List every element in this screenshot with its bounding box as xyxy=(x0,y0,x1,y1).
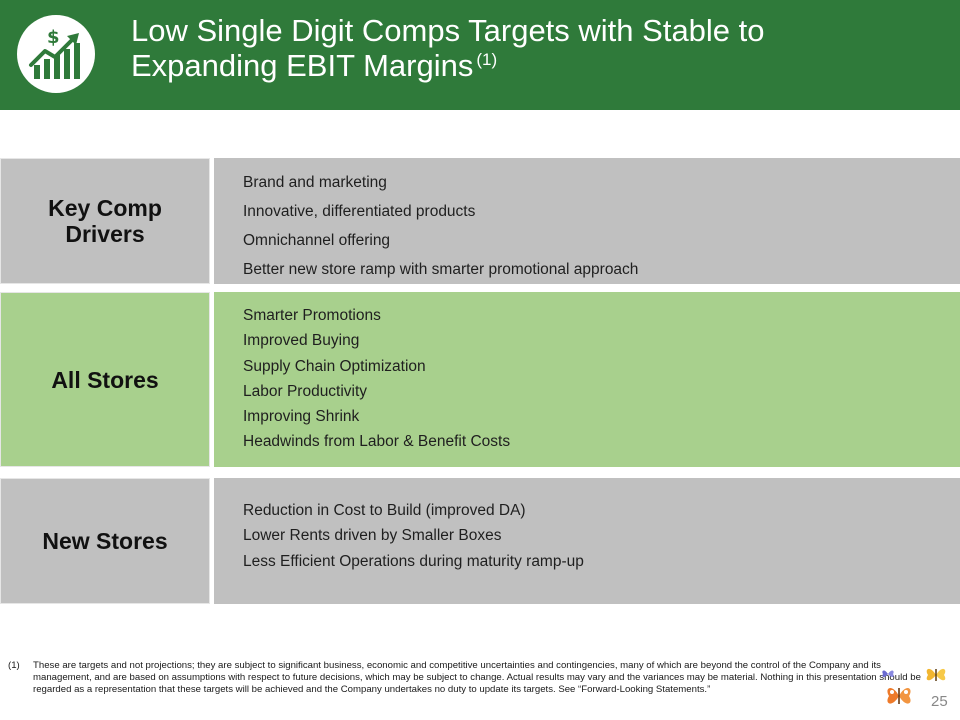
list-item: Improving Shrink xyxy=(243,408,360,426)
butterfly-icon xyxy=(926,668,946,681)
row-label-line1: All Stores xyxy=(51,366,159,393)
list-item: Smarter Promotions xyxy=(243,307,381,324)
row-label-line1: Key Comp xyxy=(48,195,162,221)
list-item: Innovative, differentiated products xyxy=(243,203,476,220)
row-all-stores: All Stores Smarter Promotions Improved B… xyxy=(0,292,960,467)
list-item: Reduction in Cost to Build (improved DA) xyxy=(243,502,526,519)
row-key-comp-drivers: Key Comp Drivers Brand and marketing Inn… xyxy=(0,158,960,284)
driver-list: Brand and marketing Innovative, differen… xyxy=(243,168,638,284)
row-body-new-stores: Reduction in Cost to Build (improved DA)… xyxy=(214,478,960,604)
footnote-marker: (1) xyxy=(8,660,20,671)
footnote: (1) These are targets and not projection… xyxy=(8,660,928,696)
list-item: Lower Rents driven by Smaller Boxes xyxy=(243,527,502,545)
row-label-key-comp-drivers: Key Comp Drivers xyxy=(0,158,210,284)
slide-header: $ Low Single Digit Comps Targets with St… xyxy=(0,0,960,110)
new-stores-list: Reduction in Cost to Build (improved DA)… xyxy=(243,498,584,574)
list-item: Headwinds from Labor & Benefit Costs xyxy=(243,433,511,451)
page-number: 25 xyxy=(931,693,948,710)
list-item: Omnichannel offering xyxy=(243,232,391,249)
row-body-all-stores: Smarter Promotions Improved Buying Suppl… xyxy=(214,292,960,467)
slide-title-line1: Low Single Digit Comps Targets with Stab… xyxy=(131,13,765,48)
title-footnote-ref: (1) xyxy=(476,49,498,69)
slide-title: Low Single Digit Comps Targets with Stab… xyxy=(131,13,931,83)
butterfly-icon xyxy=(887,688,911,704)
slide-title-line2-wrap: Expanding EBIT Margins (1) xyxy=(131,48,931,83)
list-item: Brand and marketing xyxy=(243,174,387,191)
list-item: Labor Productivity xyxy=(243,382,368,400)
footnote-text: These are targets and not projections; t… xyxy=(33,660,921,695)
row-label-line1: New Stores xyxy=(42,528,168,554)
butterfly-icon xyxy=(882,670,894,678)
list-item: Better new store ramp with smarter promo… xyxy=(243,261,639,278)
all-stores-list: Smarter Promotions Improved Buying Suppl… xyxy=(243,303,510,455)
list-item: Improved Buying xyxy=(243,332,360,350)
growth-chart-dollar-icon: $ xyxy=(17,15,95,93)
row-label-all-stores: All Stores xyxy=(0,292,210,467)
list-item: Supply Chain Optimization xyxy=(243,357,426,375)
row-body-key-comp-drivers: Brand and marketing Innovative, differen… xyxy=(214,158,960,284)
slide-title-line2: Expanding EBIT Margins xyxy=(131,48,474,83)
row-label-new-stores: New Stores xyxy=(0,478,210,604)
list-item: Less Efficient Operations during maturit… xyxy=(243,552,584,570)
row-new-stores: New Stores Reduction in Cost to Build (i… xyxy=(0,478,960,604)
row-label-line2: Drivers xyxy=(65,221,145,247)
svg-text:$: $ xyxy=(47,27,60,48)
